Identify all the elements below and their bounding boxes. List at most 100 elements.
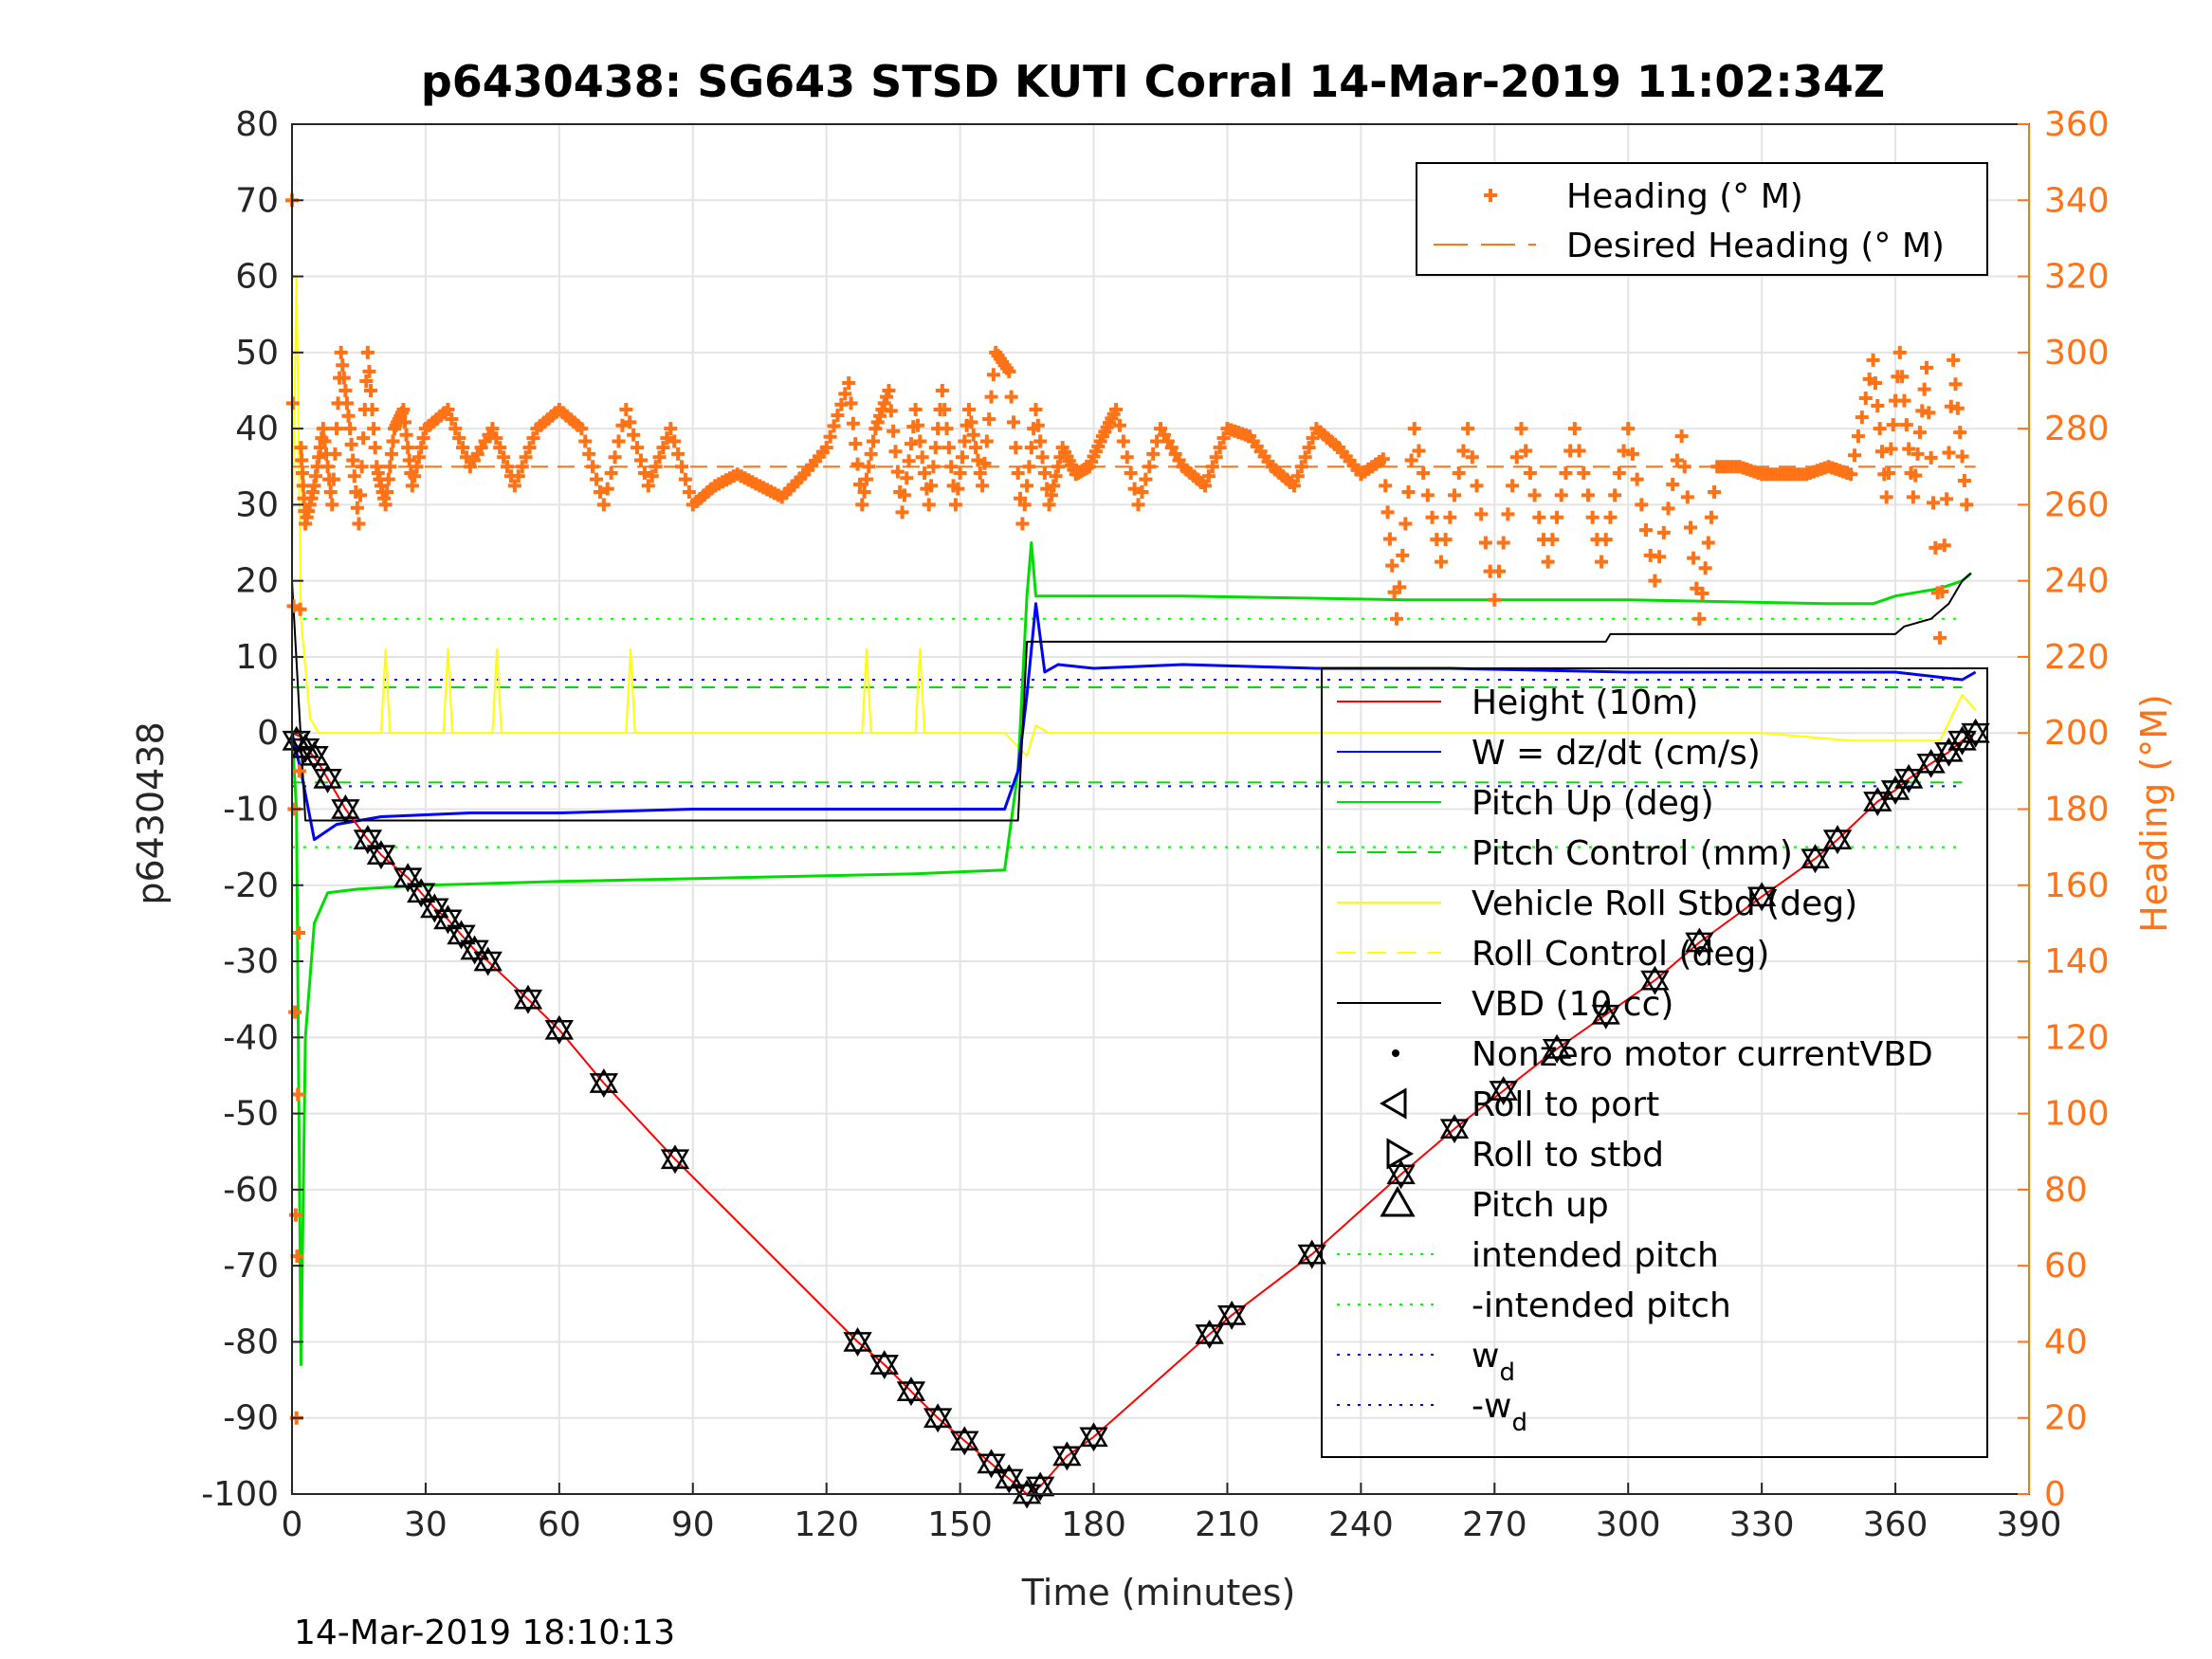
y2-tick-label: 40 — [2044, 1322, 2088, 1361]
pitch-up-marker — [995, 1464, 1024, 1489]
heading-point — [1037, 465, 1051, 480]
heading-point — [604, 465, 618, 480]
heading-point — [859, 472, 873, 486]
pitch-up-marker — [513, 984, 543, 1010]
heading-point — [819, 441, 833, 455]
heading-point — [958, 434, 972, 448]
heading-point — [962, 403, 977, 417]
heading-point — [1506, 479, 1520, 493]
heading-point — [940, 422, 954, 436]
heading-point — [971, 453, 985, 467]
y2-tick-label: 320 — [2044, 258, 2110, 297]
heading-point — [1022, 460, 1036, 474]
heading-point — [850, 457, 865, 471]
heading-point — [1501, 507, 1515, 521]
heading-point — [1704, 510, 1718, 524]
heading-point — [1851, 429, 1865, 444]
legend-heading-label: Desired Heading (° M) — [1566, 227, 1945, 265]
heading-point — [1035, 450, 1050, 465]
heading-point — [507, 479, 521, 493]
legend-label: -intended pitch — [1472, 1286, 1731, 1325]
pitch-up-marker — [1542, 1033, 1572, 1059]
pitch-up-marker — [313, 763, 342, 789]
heading-point — [904, 437, 918, 451]
heading-point — [1942, 446, 1956, 460]
heading-point — [873, 409, 887, 423]
heading-point — [842, 375, 856, 390]
heading-point — [1927, 496, 1941, 510]
heading-point — [582, 447, 596, 461]
heading-point — [1866, 353, 1880, 367]
heading-point — [641, 479, 655, 493]
y-tick-label: -100 — [201, 1475, 279, 1514]
legend-label: Roll to port — [1472, 1085, 1659, 1124]
heading-point — [852, 477, 867, 491]
y2-tick-label: 100 — [2044, 1095, 2110, 1134]
heading-point — [1047, 479, 1061, 493]
heading-point — [1612, 465, 1626, 480]
heading-point — [1042, 498, 1056, 512]
heading-point — [1401, 485, 1416, 500]
y-tick-label: -50 — [223, 1095, 279, 1134]
x-tick-label: 180 — [1061, 1505, 1126, 1544]
pitch-up-marker — [977, 1449, 1006, 1474]
heading-point — [1884, 442, 1898, 456]
heading-point — [902, 454, 916, 468]
legend-label: W = dz/dt (cm/s) — [1472, 734, 1761, 773]
heading-point — [667, 434, 682, 448]
legend-label: Pitch up — [1472, 1186, 1609, 1225]
heading-point — [910, 418, 924, 432]
heading-point — [1937, 538, 1951, 553]
heading-point — [293, 602, 307, 616]
legend-heading-swatch — [1484, 189, 1497, 202]
heading-point — [1882, 465, 1896, 480]
roll-marker — [1893, 769, 1924, 793]
pitch-up-marker — [473, 946, 503, 972]
dive-markers — [282, 718, 1990, 1509]
y2-tick-label: 300 — [2044, 334, 2110, 373]
y-tick-label: -20 — [223, 866, 279, 905]
heading-point — [1024, 441, 1038, 455]
heading-point — [356, 431, 371, 446]
heading-point — [380, 485, 394, 500]
y2-tick-label: 120 — [2044, 1018, 2110, 1057]
heading-point — [619, 403, 633, 417]
roll-marker — [1386, 1164, 1416, 1190]
pitch-up-marker — [393, 863, 423, 888]
heading-point — [1917, 382, 1931, 396]
heading-point — [600, 482, 614, 496]
x-tick-label: 120 — [794, 1505, 859, 1544]
heading-point — [1470, 479, 1484, 493]
heading-point — [1143, 460, 1157, 474]
heading-point — [416, 431, 430, 446]
roll-marker — [1025, 1476, 1055, 1502]
heading-point — [882, 383, 896, 397]
pitch-up-marker — [460, 935, 489, 960]
pitch-up-marker — [1012, 1479, 1042, 1504]
legend-swatch — [1380, 1185, 1416, 1217]
heading-point — [1915, 404, 1929, 418]
heading-point — [1617, 444, 1631, 458]
heading-point — [489, 431, 503, 446]
vbd-series — [291, 572, 1972, 822]
y2-tick-label: 80 — [2044, 1171, 2088, 1210]
roll-marker — [589, 1073, 619, 1098]
heading-point — [1044, 488, 1058, 502]
heading-point — [633, 453, 648, 467]
heading-point — [1545, 533, 1560, 547]
pitch-up-marker — [896, 1376, 926, 1401]
heading-point — [1420, 488, 1435, 502]
x-tick-label: 30 — [404, 1505, 448, 1544]
y2-tick-label: 60 — [2044, 1247, 2088, 1285]
roll-marker — [869, 1355, 899, 1379]
heading-point — [922, 498, 936, 512]
roll-marker — [896, 1381, 926, 1407]
heading-point — [1924, 450, 1938, 465]
heading-point — [857, 485, 871, 500]
heading-point — [286, 599, 301, 613]
heading-point — [1389, 611, 1403, 626]
heading-point — [1935, 585, 1949, 599]
heading-point — [522, 441, 537, 455]
heading-point — [671, 447, 686, 461]
heading-point — [1139, 472, 1153, 486]
